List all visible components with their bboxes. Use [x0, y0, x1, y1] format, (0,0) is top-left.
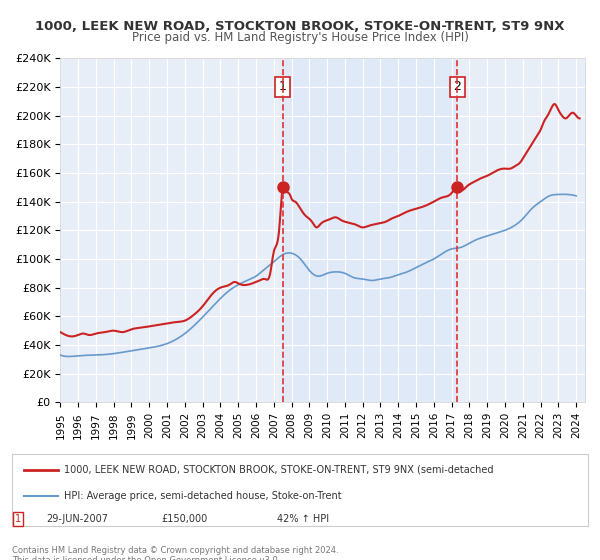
Text: 1000, LEEK NEW ROAD, STOCKTON BROOK, STOKE-ON-TRENT, ST9 9NX (semi-detached: 1000, LEEK NEW ROAD, STOCKTON BROOK, STO… [64, 465, 493, 475]
Text: HPI: Average price, semi-detached house, Stoke-on-Trent: HPI: Average price, semi-detached house,… [64, 491, 341, 501]
Text: 1000, LEEK NEW ROAD, STOCKTON BROOK, STOKE-ON-TRENT, ST9 9NX: 1000, LEEK NEW ROAD, STOCKTON BROOK, STO… [35, 20, 565, 32]
Text: £150,000: £150,000 [162, 514, 208, 524]
Text: Contains HM Land Registry data © Crown copyright and database right 2024.
This d: Contains HM Land Registry data © Crown c… [12, 546, 338, 560]
Text: 1: 1 [14, 514, 21, 524]
Text: Price paid vs. HM Land Registry's House Price Index (HPI): Price paid vs. HM Land Registry's House … [131, 31, 469, 44]
Text: 29-JUN-2007: 29-JUN-2007 [47, 514, 109, 524]
Text: 42% ↑ HPI: 42% ↑ HPI [277, 514, 329, 524]
Bar [283, 58, 457, 403]
Text: 2: 2 [454, 81, 461, 94]
Text: 1: 1 [279, 81, 287, 94]
